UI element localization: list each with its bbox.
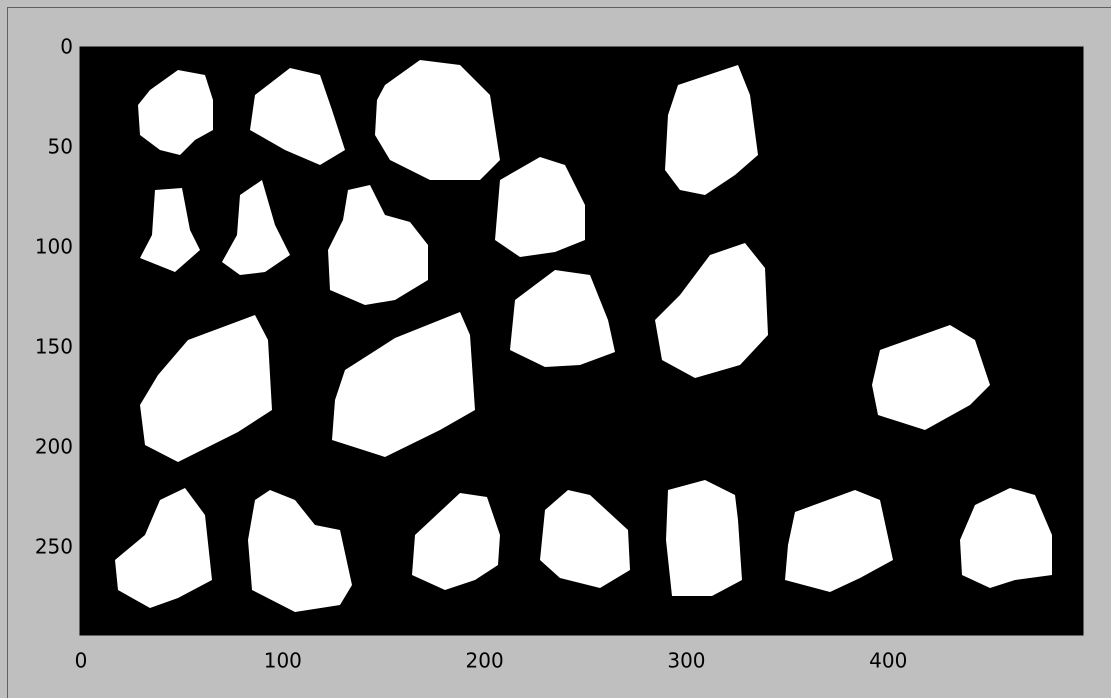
figure: 0 100 200 300 400 0 50 100 150 200 250	[0, 0, 1111, 698]
blob	[666, 480, 742, 596]
y-tick-label: 0	[60, 35, 73, 59]
y-tick-label: 150	[35, 335, 73, 359]
page: 0100200300400050100150200250 (() => { co…	[0, 0, 1111, 698]
x-tick-label: 200	[466, 649, 504, 673]
y-tick-label: 50	[48, 135, 73, 159]
y-tick-label: 200	[35, 435, 73, 459]
x-tick-label: 300	[667, 649, 705, 673]
x-tick-label: 0	[75, 649, 88, 673]
y-tick-label: 250	[35, 535, 73, 559]
y-tick-label: 100	[35, 235, 73, 259]
x-tick-label: 400	[869, 649, 907, 673]
x-tick-label: 100	[264, 649, 302, 673]
